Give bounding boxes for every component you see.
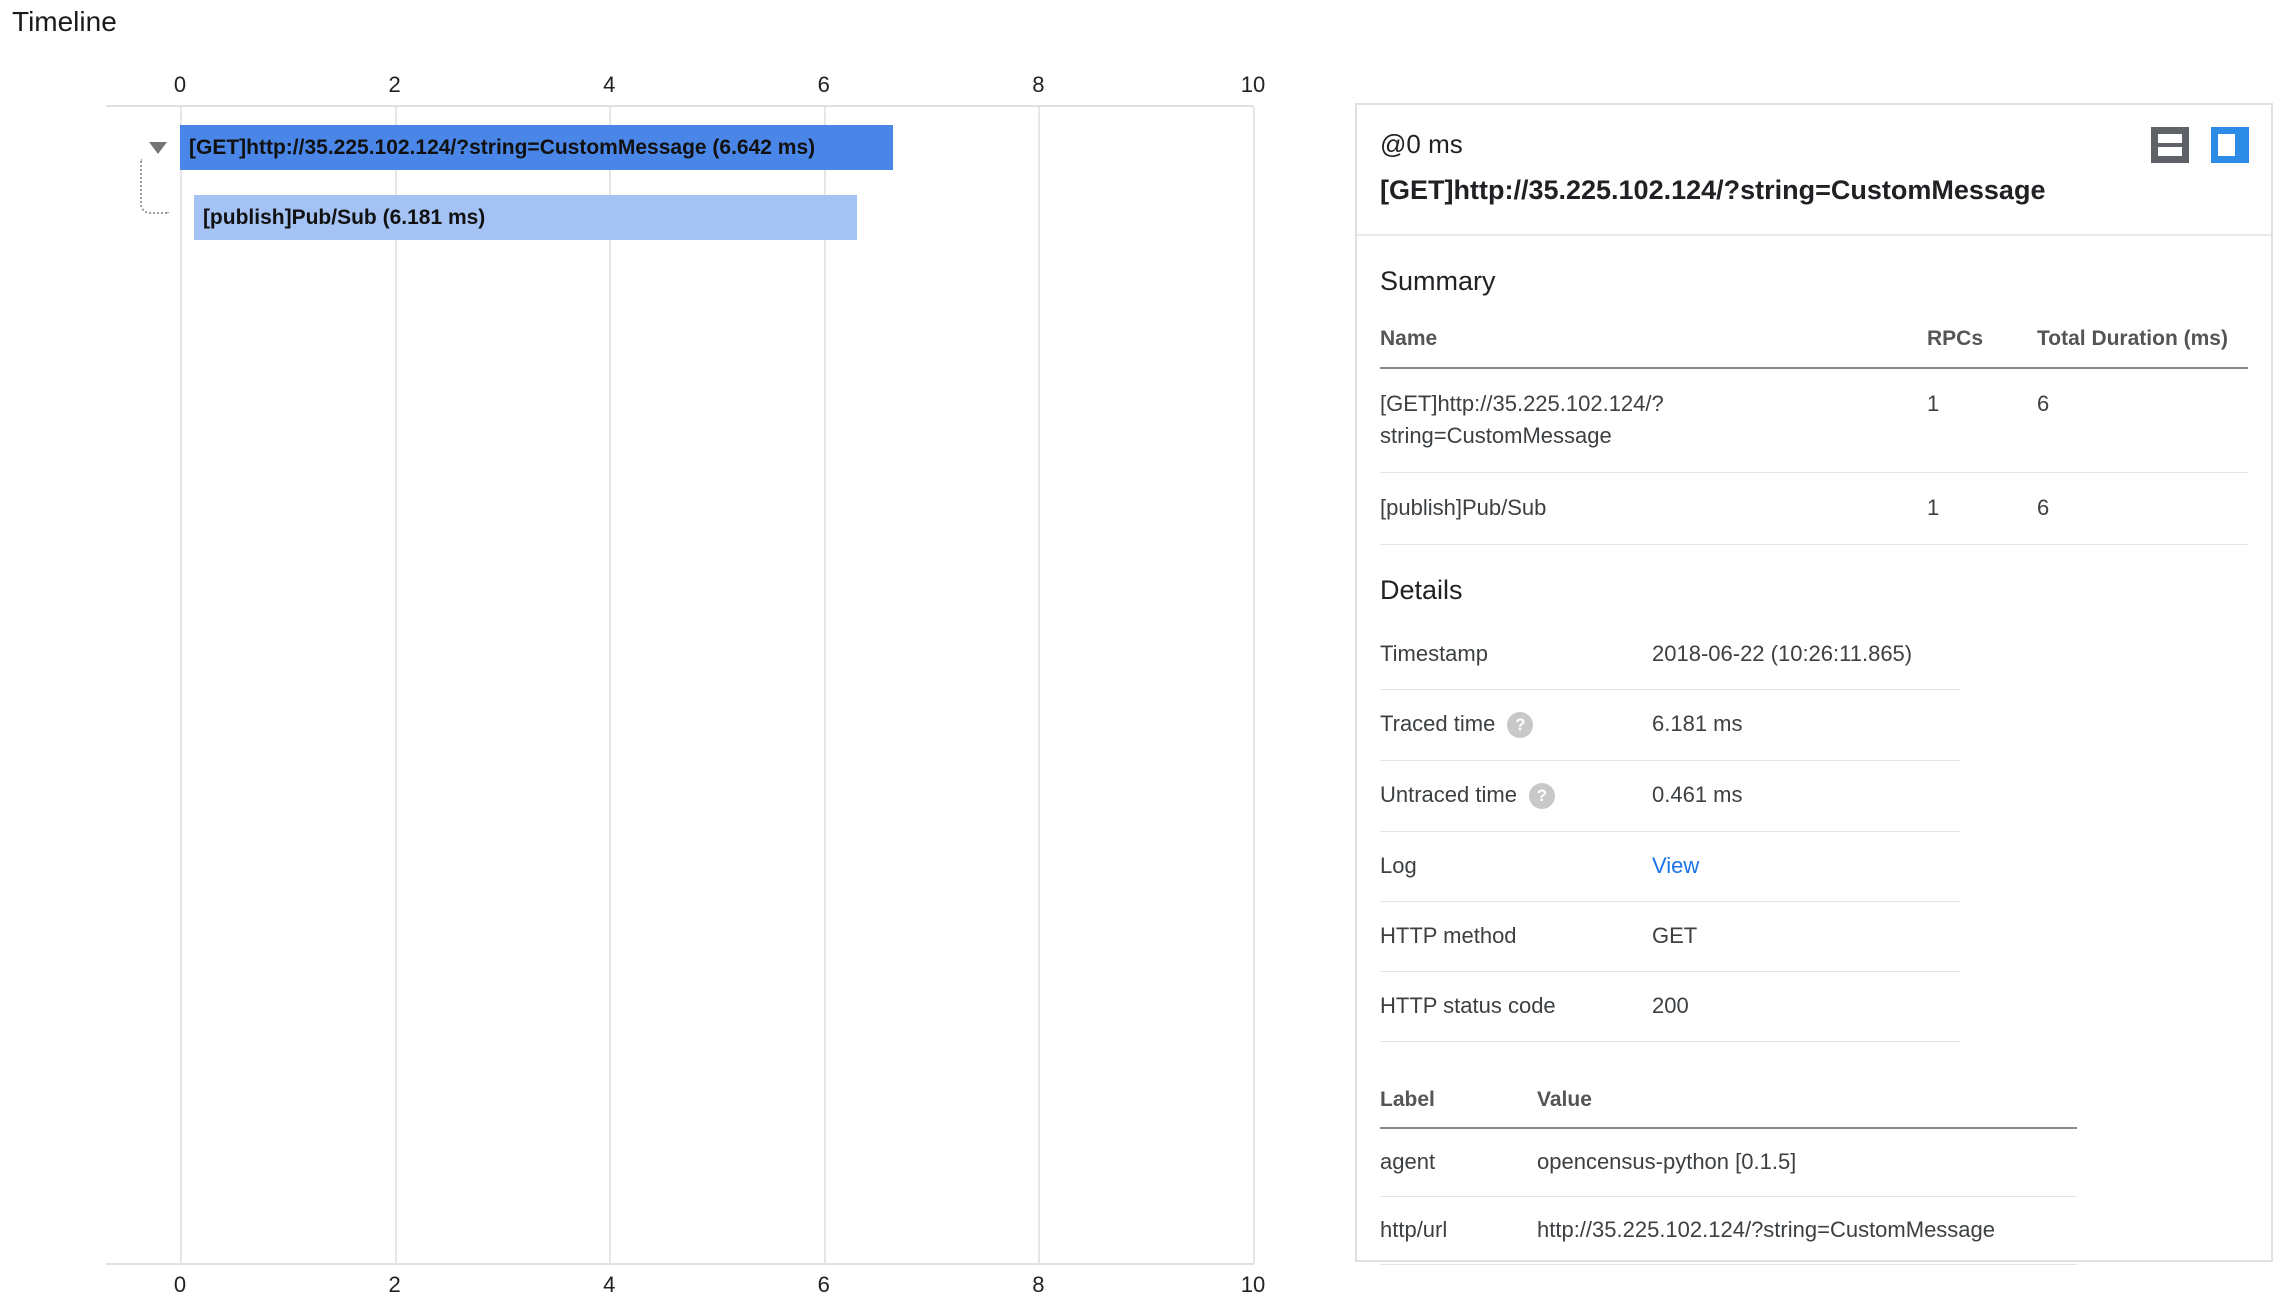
axis-tick-bottom-label: 6 bbox=[817, 1272, 830, 1297]
axis-tick-top-label: 2 bbox=[388, 72, 401, 97]
help-icon[interactable]: ? bbox=[1507, 711, 1534, 738]
gridline bbox=[823, 107, 826, 1263]
summary-col-name: Name bbox=[1380, 299, 1927, 369]
details-row: Timestamp 2018-06-22 (10:26:11.865) bbox=[1380, 619, 1960, 690]
summary-row-rpcs: 1 bbox=[1927, 472, 2037, 545]
details-row-value: 2018-06-22 (10:26:11.865) bbox=[1652, 619, 1960, 690]
details-row: Traced time? 6.181 ms bbox=[1380, 689, 1960, 761]
details-row-value: 6.181 ms bbox=[1652, 689, 1960, 761]
summary-col-duration: Total Duration (ms) bbox=[2037, 299, 2248, 369]
summary-table: Name RPCs Total Duration (ms) [GET]http:… bbox=[1380, 299, 2248, 545]
page-title: Timeline bbox=[12, 6, 117, 37]
axis-tick-top-label: 8 bbox=[1032, 72, 1045, 97]
axis-tick-top-label: 4 bbox=[603, 72, 616, 97]
gridline bbox=[180, 107, 182, 1263]
header-divider bbox=[1357, 234, 2271, 236]
axis-tick-bottom-label: 4 bbox=[603, 1272, 616, 1297]
summary-row-rpcs: 1 bbox=[1927, 368, 2037, 473]
details-row: HTTP status code 200 bbox=[1380, 971, 1960, 1043]
span-tree-connector bbox=[140, 159, 169, 214]
details-row: HTTP method GET bbox=[1380, 901, 1960, 973]
details-heading: Details bbox=[1380, 574, 1463, 605]
details-table: Timestamp 2018-06-22 (10:26:11.865) Trac… bbox=[1380, 619, 1960, 1043]
gridline bbox=[1038, 107, 1041, 1263]
detail-panel-body: Summary Name RPCs Total Duration (ms) [G… bbox=[1357, 266, 2271, 1266]
axis-tick-bottom-label: 10 bbox=[1240, 1272, 1266, 1297]
layout-toggle-group bbox=[2151, 127, 2249, 163]
timeline-chart: [GET]http://35.225.102.124/?string=Custo… bbox=[106, 105, 1255, 1265]
labels-row-label: http/url bbox=[1380, 1196, 1537, 1266]
details-row-label: Untraced time? bbox=[1380, 760, 1652, 833]
details-row-value: GET bbox=[1652, 901, 1960, 973]
labels-row-label: agent bbox=[1380, 1128, 1537, 1198]
labels-row: http/url http://35.225.102.124/?string=C… bbox=[1380, 1196, 2077, 1266]
details-row-label: HTTP method bbox=[1380, 901, 1652, 973]
details-row-value: View bbox=[1652, 831, 1960, 903]
details-row-label-text: Traced time bbox=[1380, 710, 1496, 736]
stacked-layout-icon[interactable] bbox=[2151, 127, 2189, 163]
labels-col-label: Label bbox=[1380, 1088, 1537, 1130]
side-panel-layout-pane bbox=[2218, 134, 2235, 156]
summary-row: [GET]http://35.225.102.124/?string=Custo… bbox=[1380, 368, 2248, 473]
axis-tick-bottom-label: 2 bbox=[388, 1272, 401, 1297]
span-detail-panel: @0 ms [GET]http://35.225.102.124/?string… bbox=[1355, 103, 2273, 1266]
summary-row-name: [GET]http://35.225.102.124/?string=Custo… bbox=[1380, 368, 1927, 473]
labels-row-value: opencensus-python [0.1.5] bbox=[1537, 1128, 2077, 1198]
axis-tick-top-label: 10 bbox=[1240, 72, 1266, 97]
stacked-layout-stripe bbox=[2158, 147, 2182, 156]
labels-row-value: http://35.225.102.124/?string=CustomMess… bbox=[1537, 1196, 2077, 1266]
gridline bbox=[609, 107, 612, 1263]
details-row: Log View bbox=[1380, 831, 1960, 903]
details-row-label: Traced time? bbox=[1380, 689, 1652, 761]
details-row-value: 0.461 ms bbox=[1652, 760, 1960, 833]
labels-table: Label Value agent opencensus-python [0.1… bbox=[1380, 1088, 2077, 1266]
axis-tick-top-label: 6 bbox=[817, 72, 830, 97]
detail-panel-header: @0 ms [GET]http://35.225.102.124/?string… bbox=[1357, 105, 2271, 206]
timeline-span-bar[interactable]: [publish]Pub/Sub (6.181 ms) bbox=[193, 195, 858, 240]
summary-col-rpcs: RPCs bbox=[1927, 299, 2037, 369]
stacked-layout-stripe bbox=[2158, 134, 2182, 143]
details-row-value: 200 bbox=[1652, 971, 1960, 1043]
summary-row-name: [publish]Pub/Sub bbox=[1380, 472, 1927, 545]
labels-header-row: Label Value bbox=[1380, 1088, 2077, 1130]
labels-row: agent opencensus-python [0.1.5] bbox=[1380, 1128, 2077, 1198]
summary-row-duration: 6 bbox=[2037, 472, 2248, 545]
log-view-link[interactable]: View bbox=[1652, 853, 1700, 879]
gridline bbox=[394, 107, 397, 1263]
axis-tick-bottom-label: 8 bbox=[1032, 1272, 1045, 1297]
collapse-span-icon[interactable] bbox=[149, 142, 167, 154]
timeline-span-bar[interactable]: [GET]http://35.225.102.124/?string=Custo… bbox=[180, 125, 893, 170]
gridline bbox=[1253, 107, 1255, 1263]
summary-row-duration: 6 bbox=[2037, 368, 2248, 473]
help-icon[interactable]: ? bbox=[1528, 783, 1555, 810]
span-time-offset: @0 ms bbox=[1380, 129, 1463, 159]
details-row: Untraced time? 0.461 ms bbox=[1380, 760, 1960, 833]
axis-tick-top-label: 0 bbox=[173, 72, 187, 97]
details-row-label-text: Untraced time bbox=[1380, 781, 1517, 807]
summary-heading: Summary bbox=[1380, 266, 1496, 296]
labels-col-value: Value bbox=[1537, 1088, 2077, 1130]
summary-header-row: Name RPCs Total Duration (ms) bbox=[1380, 299, 2248, 369]
details-row-label: Timestamp bbox=[1380, 619, 1652, 690]
axis-tick-bottom-label: 0 bbox=[173, 1272, 187, 1297]
details-row-label: Log bbox=[1380, 831, 1652, 903]
summary-row: [publish]Pub/Sub 1 6 bbox=[1380, 472, 2248, 545]
details-row-label: HTTP status code bbox=[1380, 971, 1652, 1043]
span-title: [GET]http://35.225.102.124/?string=Custo… bbox=[1380, 175, 2046, 205]
side-panel-layout-icon[interactable] bbox=[2211, 127, 2249, 163]
